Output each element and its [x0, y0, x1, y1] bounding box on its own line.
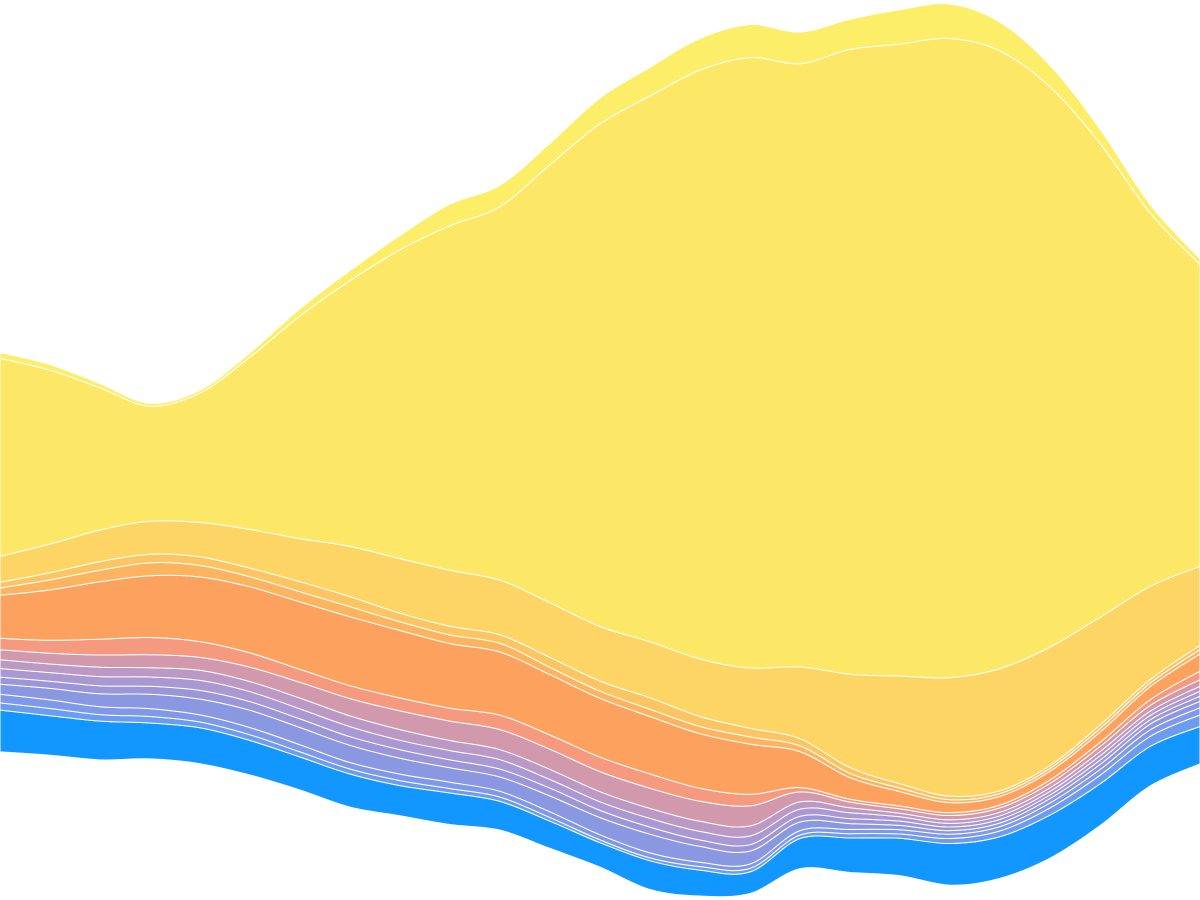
- stream-layer-15: [0, 3, 1200, 407]
